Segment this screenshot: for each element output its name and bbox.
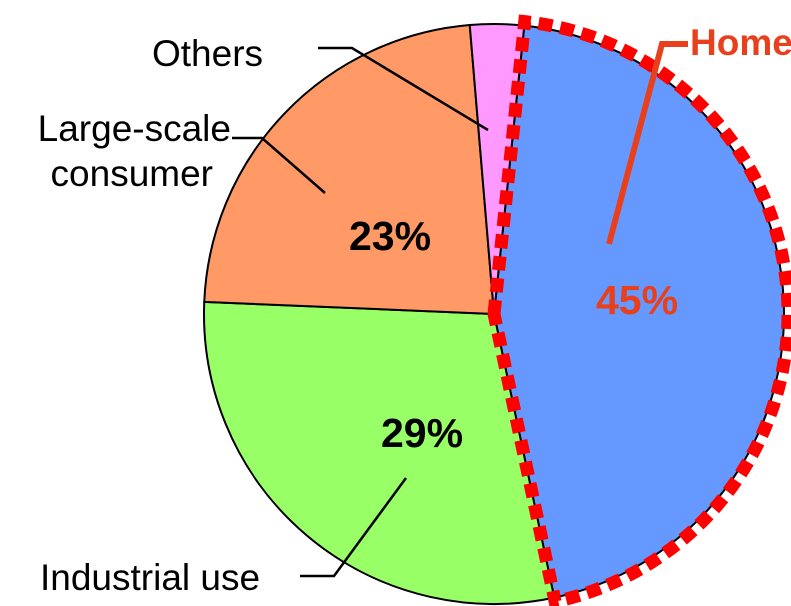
large-scale-leader-line — [232, 136, 326, 194]
large-scale-label-line-1: Large-scale — [38, 108, 231, 149]
pie-slice-large-scale-consumer — [203, 23, 496, 316]
home-label: Home — [690, 22, 791, 63]
others-leader-line — [318, 46, 489, 132]
pie-slices — [203, 23, 785, 605]
home-percent-label: 45% — [596, 277, 678, 323]
large-scale-percent-label: 23% — [349, 213, 431, 259]
home-leader-line — [606, 41, 688, 245]
industrial-use-percent-label: 29% — [381, 410, 463, 456]
others-label: Others — [152, 33, 263, 74]
large-scale-label-line-2: consumer — [51, 153, 213, 194]
industrial-leader-line — [300, 477, 408, 578]
pie-slice-industrial-use — [203, 300, 556, 605]
industrial-use-label: Industrial use — [40, 557, 260, 598]
home-slice-highlight-outline — [487, 14, 791, 606]
